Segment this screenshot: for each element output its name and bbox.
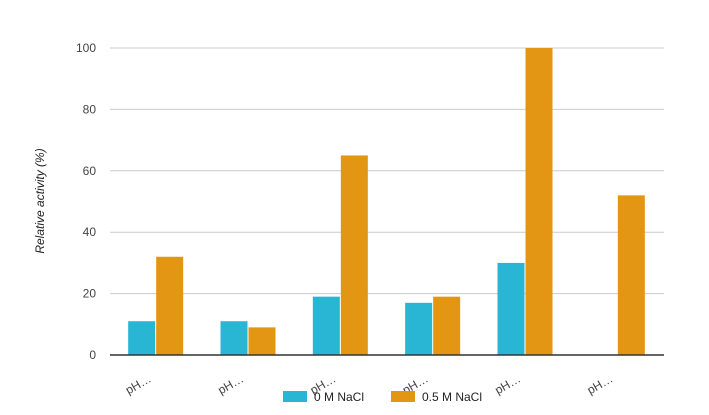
- legend-label: 0.5 M NaCl: [422, 390, 482, 404]
- y-tick-label: 100: [76, 41, 96, 55]
- gridlines: [110, 47, 664, 295]
- bar-series-a[interactable]: [220, 321, 248, 355]
- legend-label: 0 M NaCl: [314, 390, 364, 404]
- y-axis-ticks: 0 20 40 60 80 100: [76, 41, 96, 362]
- y-tick-label: 20: [83, 287, 97, 301]
- y-tick-label: 60: [83, 164, 97, 178]
- x-tick-label: pH…: [492, 371, 523, 397]
- bars: [128, 48, 645, 355]
- y-axis-label: Relative activity (%): [33, 148, 47, 253]
- bar-series-a[interactable]: [405, 302, 433, 355]
- y-tick-label: 80: [83, 102, 97, 116]
- bar-series-b[interactable]: [340, 155, 368, 355]
- bar-series-b[interactable]: [525, 48, 553, 355]
- x-axis-ticks: pH… pH… pH… pH… pH… pH…: [123, 371, 615, 397]
- bar-series-b[interactable]: [433, 296, 461, 355]
- y-tick-label: 0: [89, 348, 96, 362]
- x-tick-label: pH…: [123, 371, 154, 397]
- legend-swatch: [391, 391, 415, 402]
- bar-series-a[interactable]: [128, 321, 156, 355]
- bar-series-b[interactable]: [156, 256, 184, 355]
- legend-swatch: [283, 391, 307, 402]
- x-tick-label: pH…: [215, 371, 246, 397]
- y-tick-label: 40: [83, 225, 97, 239]
- bar-series-b[interactable]: [617, 195, 645, 355]
- bar-series-a[interactable]: [497, 262, 525, 355]
- bar-series-a[interactable]: [312, 296, 340, 355]
- legend[interactable]: 0 M NaCl 0.5 M NaCl: [283, 390, 482, 404]
- x-tick-label: pH…: [585, 371, 616, 397]
- bar-series-b[interactable]: [248, 327, 276, 355]
